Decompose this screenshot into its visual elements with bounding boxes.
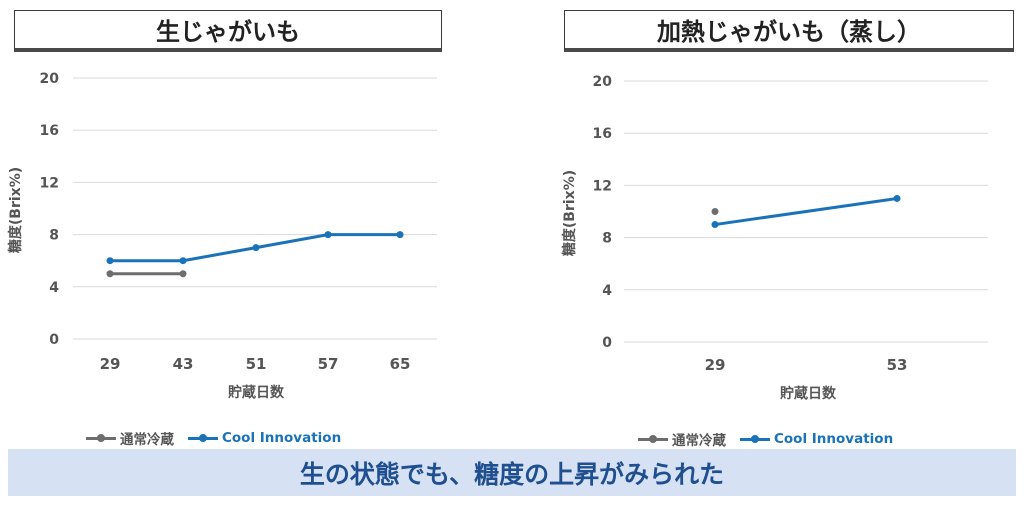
x-tick-label: 57 — [318, 355, 339, 373]
legend-item-cool: Cool Innovation — [188, 430, 341, 446]
x-tick-label: 29 — [100, 355, 121, 373]
y-tick-label: 12 — [40, 175, 59, 191]
x-axis-title: 貯蔵日数 — [228, 384, 285, 401]
x-axis-title: 貯蔵日数 — [780, 385, 837, 402]
legend-item-normal: 通常冷蔵 — [86, 428, 174, 448]
y-tick-label: 16 — [593, 126, 612, 142]
chart-title-raw-potato: 生じゃがいも — [14, 10, 442, 52]
legend-label-normal: 通常冷蔵 — [120, 432, 174, 448]
data-point-normal — [711, 208, 719, 215]
legend-swatch-cool — [740, 435, 770, 443]
y-axis-title: 糖度(Brix%) — [561, 170, 578, 256]
conclusion-banner: 生の状態でも、糖度の上昇がみられた — [8, 449, 1016, 496]
x-tick-label: 65 — [390, 355, 411, 373]
legend-right: 通常冷蔵 Cool Innovation — [638, 429, 907, 449]
y-tick-label: 16 — [40, 123, 59, 139]
y-tick-label: 8 — [602, 231, 612, 247]
legend-label-cool: Cool Innovation — [222, 430, 342, 446]
y-tick-label: 4 — [49, 280, 59, 296]
legend-swatch-cool — [188, 434, 218, 442]
data-point-cool — [893, 194, 901, 202]
x-tick-label: 53 — [887, 356, 908, 374]
series-line-cool — [714, 196, 898, 227]
chart-raw-potato: 0 4 8 12 16 20 29 43 51 57 65 貯蔵日数 糖度(Brix%) — [7, 71, 437, 401]
x-tick-label: 29 — [705, 356, 726, 374]
legend-swatch-normal — [86, 434, 116, 442]
data-point-cool — [711, 221, 719, 229]
legend-item-cool: Cool Innovation — [740, 431, 893, 447]
y-tick-label: 0 — [602, 335, 612, 351]
y-axis-title: 糖度(Brix%) — [7, 167, 24, 253]
y-tick-label: 20 — [40, 71, 60, 87]
x-tick-label: 43 — [173, 355, 194, 373]
data-point-cool — [179, 257, 187, 265]
data-point-normal — [106, 270, 114, 278]
x-tick-label: 51 — [246, 355, 267, 373]
data-point-normal — [179, 270, 187, 278]
legend-swatch-normal — [638, 435, 668, 443]
data-point-cool — [252, 244, 260, 252]
legend-item-normal: 通常冷蔵 — [638, 429, 726, 449]
data-point-cool — [396, 231, 404, 239]
y-tick-label: 8 — [49, 228, 59, 244]
y-tick-label: 4 — [602, 283, 612, 299]
y-tick-label: 12 — [593, 178, 612, 194]
data-point-cool — [324, 231, 332, 239]
y-tick-label: 20 — [593, 74, 613, 90]
y-tick-label: 0 — [49, 332, 59, 348]
chart-title-steamed-potato: 加熱じゃがいも（蒸し） — [564, 10, 1014, 52]
legend-left: 通常冷蔵 Cool Innovation — [86, 428, 355, 448]
data-point-cool — [106, 257, 114, 265]
legend-label-normal: 通常冷蔵 — [672, 433, 726, 449]
legend-label-cool: Cool Innovation — [774, 431, 894, 447]
